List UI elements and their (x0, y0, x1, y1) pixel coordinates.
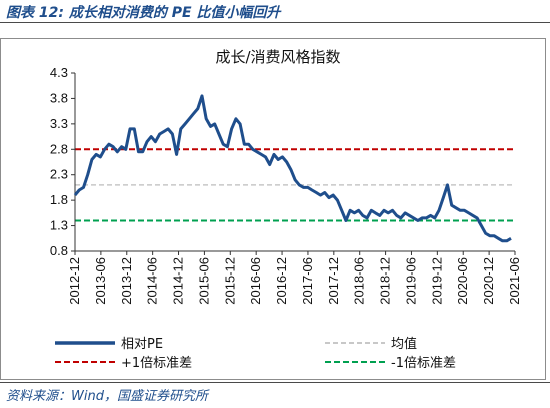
x-tick-label: 2017-12 (326, 257, 341, 305)
y-tick-label: 4.3 (50, 65, 68, 80)
legend-mean-label: 均值 (391, 336, 417, 352)
x-tick-label: 2014-06 (145, 257, 160, 305)
x-tick-label: 2020-12 (481, 257, 496, 305)
y-tick-label: 1.8 (50, 192, 68, 207)
series-line-relative-pe (73, 94, 512, 243)
x-tick-label: 2013-12 (119, 257, 134, 305)
x-tick-label: 2019-06 (403, 257, 418, 305)
x-tick-label: 2019-12 (429, 257, 444, 305)
chart-title: 成长/消费风格指数 (215, 48, 340, 66)
y-tick-label: 3.3 (50, 116, 68, 131)
x-tick-label: 2018-06 (352, 257, 367, 305)
legend-relative-pe: 相对PE (55, 337, 163, 352)
y-tick-label: 0.8 (50, 243, 68, 258)
chart-frame (0, 38, 546, 380)
legend-minus1-std-label: -1倍标准差 (391, 356, 456, 371)
legend-minus1-std: -1倍标准差 (325, 356, 456, 371)
x-tick-label: 2013-06 (93, 257, 108, 305)
x-tick-label: 2014-12 (171, 257, 186, 305)
x-tick-label: 2016-06 (248, 257, 263, 305)
source-note: 资料来源：Wind，国盛证券研究所 (6, 389, 208, 404)
legend-plus1-std: +1倍标准差 (55, 356, 192, 371)
x-tick-label: 2012-12 (67, 257, 82, 305)
x-tick-label: 2015-06 (196, 257, 211, 305)
y-tick-label: 3.8 (50, 90, 68, 105)
x-tick-label: 2018-12 (378, 257, 393, 305)
y-tick-label: 2.8 (50, 141, 68, 156)
x-tick-label: 2017-06 (300, 257, 315, 305)
figure-title: 图表 12: 成长相对消费的 PE 比值小幅回升 (6, 5, 281, 21)
y-tick-label: 1.3 (50, 218, 68, 233)
x-tick-label: 2016-12 (274, 257, 289, 305)
y-tick-label: 2.3 (50, 167, 68, 182)
bottom-rule (0, 382, 550, 383)
legend-mean: 均值 (325, 336, 417, 352)
x-tick-label: 2021-06 (507, 257, 522, 305)
legend-plus1-std-label: +1倍标准差 (121, 356, 192, 371)
legend-relative-pe-label: 相对PE (121, 337, 163, 352)
x-tick-label: 2020-06 (455, 257, 470, 305)
top-rule (0, 22, 550, 23)
x-tick-label: 2015-12 (222, 257, 237, 305)
